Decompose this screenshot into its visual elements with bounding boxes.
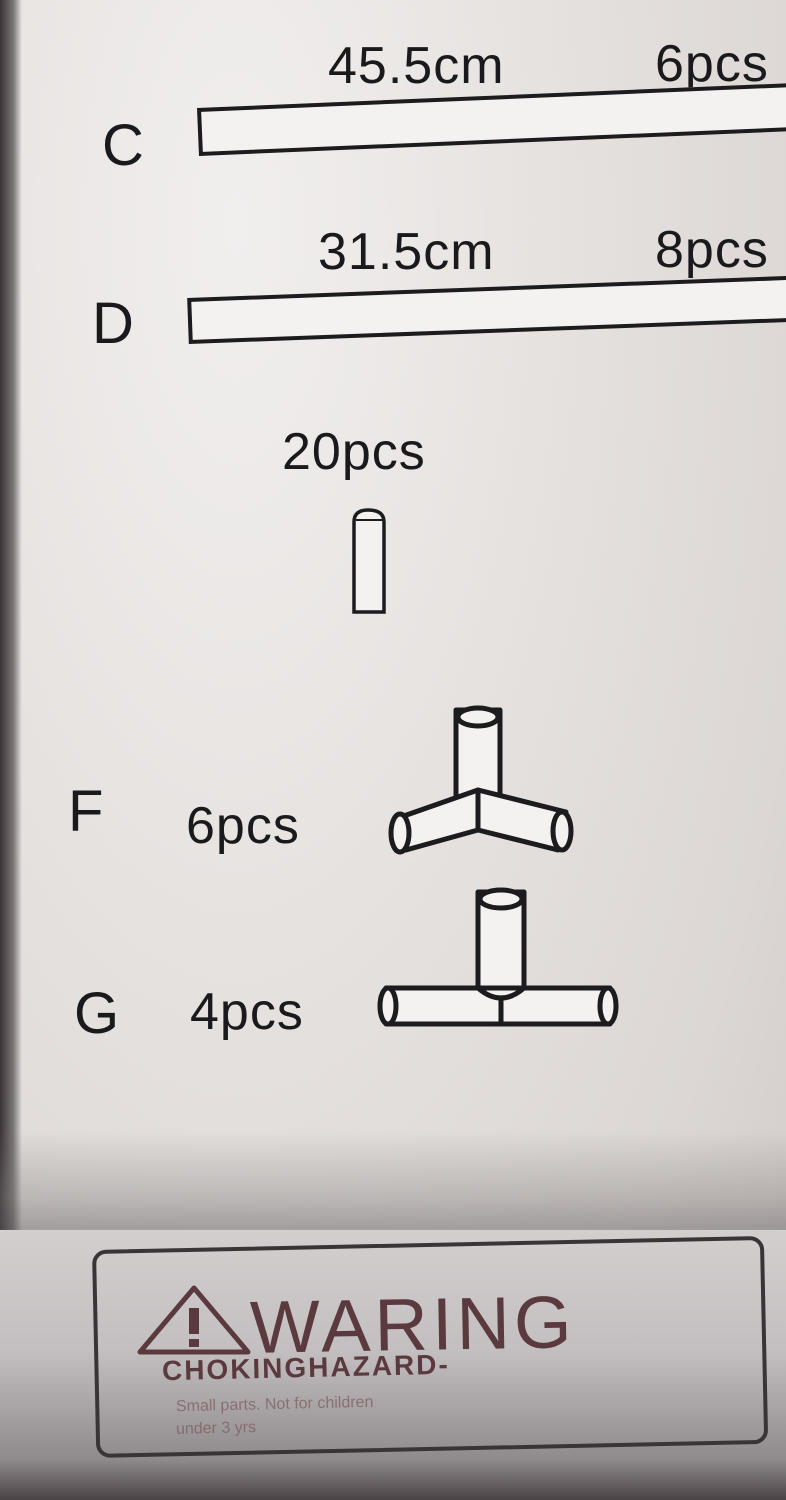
part-d-length: 31.5cm: [318, 223, 495, 281]
part-d-qty: 8pcs: [655, 221, 769, 279]
warning-subtitle: CHOKINGHAZARD-: [161, 1348, 451, 1387]
page-edge-shadow: [0, 0, 22, 1500]
part-f-qty: 6pcs: [186, 797, 300, 855]
t-connector-icon: [377, 887, 619, 1027]
part-c-letter: C: [102, 113, 144, 178]
part-e-qty: 20pcs: [282, 423, 426, 481]
part-d-rod: [187, 274, 786, 344]
part-g-letter: G: [74, 981, 120, 1046]
pin-icon: [352, 508, 386, 614]
three-way-connector-icon: [388, 705, 574, 855]
part-d-letter: D: [92, 291, 134, 356]
part-c-length: 45.5cm: [328, 37, 505, 95]
part-g-qty: 4pcs: [190, 983, 304, 1041]
part-f-letter: F: [68, 779, 104, 844]
warning-fine-print-2: under 3 yrs: [175, 1419, 257, 1438]
part-c-qty: 6pcs: [655, 35, 769, 93]
plastic-bag-film: [0, 1230, 786, 1500]
warning-triangle-icon: [137, 1285, 251, 1355]
